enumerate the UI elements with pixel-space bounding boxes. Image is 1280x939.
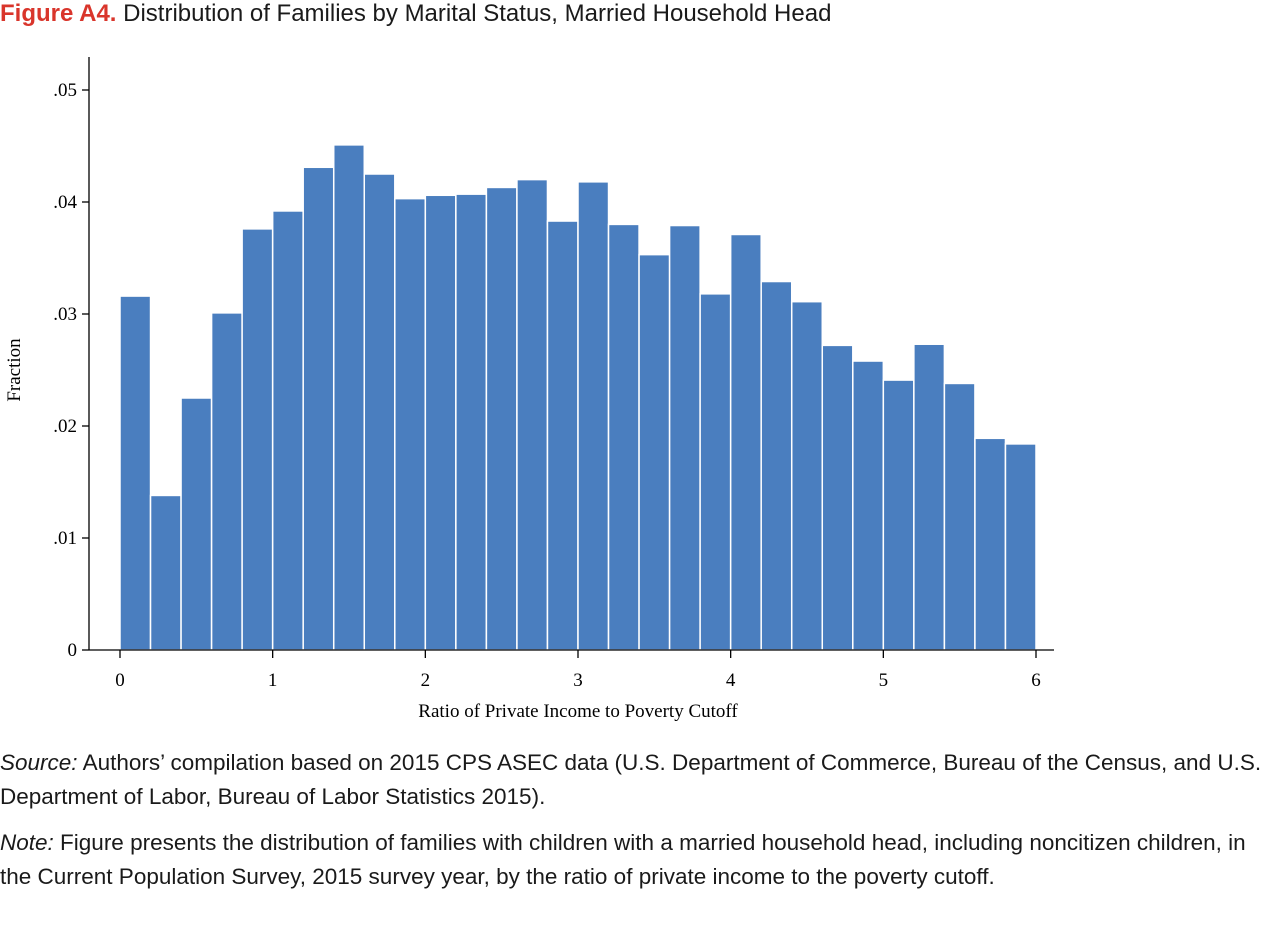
- histogram-bar: [180, 397, 213, 651]
- x-tick-label: 2: [421, 670, 431, 691]
- histogram-bar: [882, 379, 915, 651]
- histogram-bar: [821, 344, 854, 651]
- y-axis-label: Fraction: [4, 338, 25, 402]
- histogram-bar: [394, 197, 427, 651]
- histogram-bar: [516, 178, 549, 651]
- histogram-bar: [332, 144, 366, 651]
- histogram-bar: [210, 312, 243, 651]
- histogram-bar: [271, 210, 304, 651]
- histogram-bar: [577, 181, 610, 651]
- histogram-bar: [546, 220, 579, 651]
- histogram-bar: [638, 253, 671, 651]
- y-tick-label: .04: [53, 192, 77, 213]
- x-tick-label: 3: [573, 670, 583, 691]
- histogram-bar: [424, 194, 457, 651]
- figure-title: Figure A4. Distribution of Families by M…: [0, 0, 831, 30]
- histogram-bar: [760, 280, 793, 651]
- x-axis-label: Ratio of Private Income to Poverty Cutof…: [418, 701, 738, 722]
- x-tick-label: 5: [879, 670, 889, 691]
- y-tick-label: 0: [68, 640, 78, 661]
- x-tick-label: 0: [115, 670, 125, 691]
- x-tick-label: 6: [1031, 670, 1041, 691]
- histogram-bar: [699, 293, 732, 651]
- histogram-bar: [790, 300, 824, 651]
- histogram-bar: [241, 228, 274, 651]
- note-caption: Note: Figure presents the distribution o…: [0, 826, 1278, 894]
- histogram-bar: [119, 295, 152, 651]
- note-text: Figure presents the distribution of fami…: [0, 830, 1246, 889]
- y-tick-label: .03: [53, 304, 77, 325]
- source-label: Source:: [0, 750, 78, 775]
- histogram-bar: [668, 224, 701, 651]
- source-text: Authors’ compilation based on 2015 CPS A…: [0, 750, 1262, 809]
- histogram-chart: 0 .01 .02 .03 .04 .05 0 1 2 3 4 5 6 Fraction Ratio …: [4, 57, 1054, 722]
- histogram-bar: [1004, 443, 1037, 651]
- histogram-bar: [363, 173, 396, 651]
- x-tick-label: 1: [268, 670, 278, 691]
- y-tick-label: .05: [53, 80, 77, 101]
- figure-number: Figure A4.: [0, 0, 117, 27]
- y-tick-label: .01: [53, 528, 77, 549]
- histogram-bar: [149, 494, 182, 651]
- x-tick-label: 4: [726, 670, 736, 691]
- note-label: Note:: [0, 830, 54, 855]
- x-axis-ticks: 0 1 2 3 4 5 6: [115, 650, 1041, 691]
- histogram-bar: [943, 382, 976, 651]
- histogram-bar: [455, 193, 488, 651]
- figure-title-text: Distribution of Families by Marital Stat…: [123, 0, 832, 27]
- histogram-bar: [974, 437, 1007, 651]
- histogram-bar: [485, 186, 518, 651]
- histogram-bar: [302, 166, 335, 651]
- histogram-bar: [607, 223, 640, 651]
- y-axis-ticks: 0 .01 .02 .03 .04 .05: [53, 80, 89, 661]
- source-caption: Source: Authors’ compilation based on 20…: [0, 746, 1278, 814]
- histogram-bar: [852, 360, 885, 651]
- bars-group: [119, 144, 1037, 651]
- y-tick-label: .02: [53, 416, 77, 437]
- histogram-bar: [729, 233, 762, 651]
- histogram-bar: [913, 343, 946, 651]
